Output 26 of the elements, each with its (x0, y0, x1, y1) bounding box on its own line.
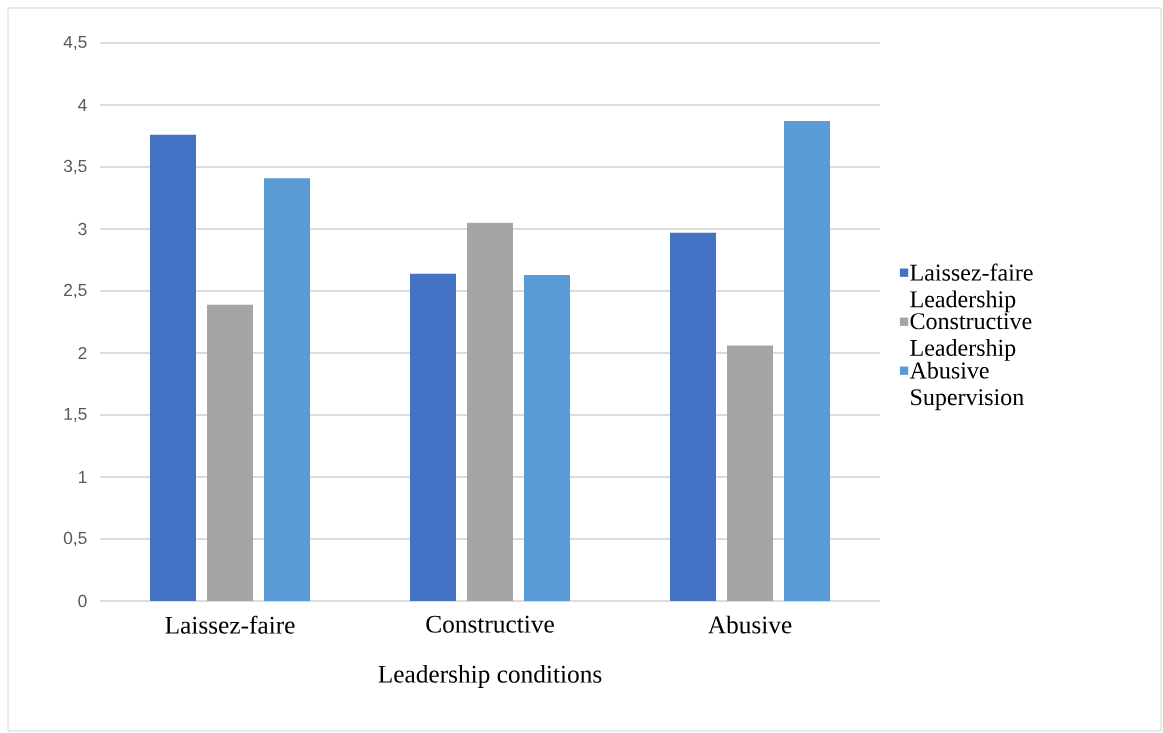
bar (467, 222, 514, 601)
y-tick-label: 3,5 (63, 159, 87, 175)
bar (207, 304, 254, 601)
x-axis-title: Leadership conditions (378, 664, 602, 688)
y-tick-label: 0,5 (63, 531, 87, 547)
bar (264, 178, 310, 601)
y-tick-label: 1,5 (64, 407, 87, 423)
y-tick-label: 3 (78, 222, 87, 236)
y-tick-label: 1 (78, 471, 87, 483)
bar (727, 345, 774, 601)
y-tick-label: 0 (78, 594, 87, 608)
x-tick-label: Laissez-faire (165, 615, 295, 634)
bar (784, 121, 831, 601)
x-tick-label: Abusive (708, 615, 792, 634)
legend-label: Laissez-faire Leadership (910, 263, 1033, 313)
bar (150, 134, 197, 601)
y-tick-label: 2,5 (64, 283, 87, 299)
y-tick-label: 2 (78, 346, 87, 360)
x-tick-label: Constructive (426, 615, 554, 633)
legend-label: Constructive Leadership (910, 313, 1032, 361)
bar (410, 273, 457, 601)
y-tick-label: 4 (78, 99, 87, 111)
y-tick-label: 4,5 (63, 35, 87, 51)
legend-label: Abusive Supervision (909, 361, 1024, 411)
bar (670, 232, 717, 601)
bar (524, 274, 571, 601)
